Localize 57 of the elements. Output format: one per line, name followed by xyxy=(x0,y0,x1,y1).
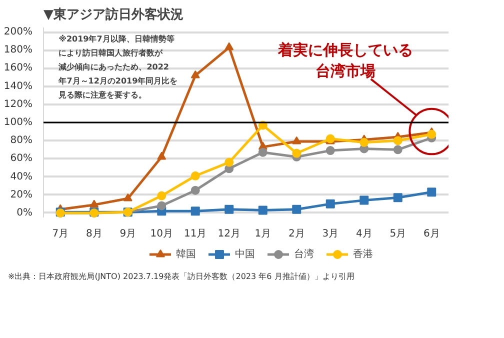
point xyxy=(90,200,99,208)
chart-title: ▼東アジア訪日外客状況 xyxy=(44,6,184,22)
point xyxy=(224,42,234,50)
point xyxy=(157,152,166,160)
legend-label: 香港 xyxy=(353,248,373,261)
y-tick-label: 0% xyxy=(16,207,33,218)
y-tick-label: 120% xyxy=(4,98,33,110)
legend-label: 台湾 xyxy=(294,248,314,261)
y-tick-label: 80% xyxy=(10,135,33,146)
y-tick-label: 20% xyxy=(10,189,33,200)
legend-label: 韓国 xyxy=(176,248,196,261)
x-tick-label: 8月 xyxy=(86,228,102,240)
legend-label: 中国 xyxy=(235,248,255,261)
point xyxy=(292,204,302,214)
point xyxy=(157,201,166,210)
point xyxy=(393,193,402,202)
x-tick-label: 4月 xyxy=(356,228,372,240)
x-tick-label: 7月 xyxy=(52,228,69,240)
x-tick-label: 3月 xyxy=(322,228,339,240)
y-tick-label: 160% xyxy=(4,62,33,74)
x-tick-label: 1月 xyxy=(254,228,272,240)
point xyxy=(224,158,234,167)
point xyxy=(157,191,166,200)
point xyxy=(393,145,402,154)
point xyxy=(190,70,200,78)
point xyxy=(360,196,369,205)
point xyxy=(190,186,200,195)
text: ※出典：日本政府観光局(JNTO) 2023.7.19発表「訪日外客数（2023 年6 月推計値）」より引用 xyxy=(8,271,354,282)
y-tick-label: 200% xyxy=(4,26,33,38)
point xyxy=(123,193,132,202)
annotation: 着実に伸長している台湾市場 xyxy=(277,41,414,80)
x-tick-label: 5月 xyxy=(390,228,406,240)
x-tick-label: 10月 xyxy=(150,228,173,240)
point xyxy=(258,148,268,157)
point xyxy=(292,136,302,144)
x-tick-label: 2月 xyxy=(288,228,305,240)
point xyxy=(326,199,335,208)
point xyxy=(258,206,268,215)
x-tick-label: 6月 xyxy=(423,228,440,240)
annotation: ※2019年7月以降、日韓情勢等により訪日韓国人旅行者数が減少傾向にあったため、2022年7月～12月の2019年同月比を見る際に注意を要する。 xyxy=(58,34,178,100)
point xyxy=(393,136,402,146)
y-tick-label: 60% xyxy=(10,153,33,164)
point xyxy=(326,146,335,156)
x-tick-label: 12月 xyxy=(218,228,240,240)
point xyxy=(427,188,436,197)
point xyxy=(224,204,234,214)
y-tick-label: 40% xyxy=(10,171,33,182)
point xyxy=(190,206,200,216)
y-tick-label: 140% xyxy=(4,80,33,92)
x-tick-label: 9月 xyxy=(120,228,136,240)
point xyxy=(360,138,369,147)
point xyxy=(427,130,436,139)
x-tick-label: 11月 xyxy=(184,228,207,240)
y-tick-label: 180% xyxy=(4,44,33,56)
point xyxy=(292,148,302,158)
y-tick-label: 100% xyxy=(4,117,33,128)
point xyxy=(190,171,200,180)
